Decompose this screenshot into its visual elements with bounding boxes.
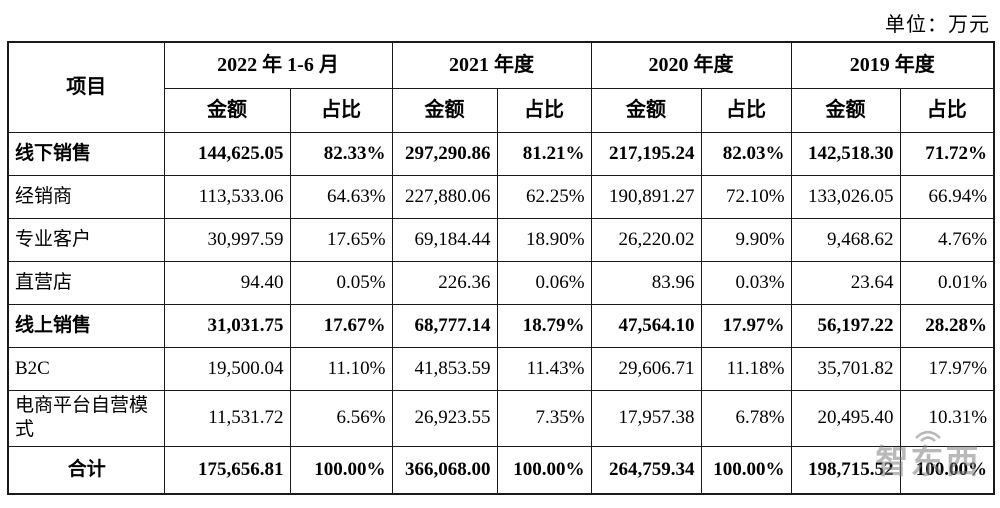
ratio-cell: 82.33% bbox=[289, 131, 393, 176]
amount-cell: 175,656.81 bbox=[163, 445, 291, 495]
ratio-cell: 10.31% bbox=[899, 389, 995, 447]
ratio-cell: 66.94% bbox=[899, 174, 995, 219]
ratio-cell: 17.67% bbox=[289, 303, 393, 348]
table-row-professional-clients: 专业客户 30,997.59 17.65% 69,184.44 18.90% 2… bbox=[7, 217, 995, 262]
unit-label: 单位：万元 bbox=[885, 14, 990, 36]
ratio-cell: 17.97% bbox=[899, 346, 995, 391]
amount-cell: 20,495.40 bbox=[790, 389, 901, 447]
amount-cell: 217,195.24 bbox=[590, 131, 702, 176]
amount-cell: 264,759.34 bbox=[590, 445, 702, 495]
ratio-cell: 0.03% bbox=[700, 260, 792, 305]
table-row-distributors: 经销商 113,533.06 64.63% 227,880.06 62.25% … bbox=[7, 174, 995, 219]
ratio-cell: 100.00% bbox=[700, 445, 792, 495]
amount-cell: 26,220.02 bbox=[590, 217, 702, 262]
amount-cell: 226.36 bbox=[391, 260, 498, 305]
ratio-cell: 4.76% bbox=[899, 217, 995, 262]
amount-cell: 144,625.05 bbox=[163, 131, 291, 176]
header-row-subcolumns: 金额 占比 金额 占比 金额 占比 金额 占比 bbox=[8, 87, 995, 133]
ratio-cell: 28.28% bbox=[899, 303, 995, 348]
corner-header-item: 项目 bbox=[7, 41, 165, 133]
amount-cell: 142,518.30 bbox=[790, 131, 901, 176]
ratio-cell: 0.06% bbox=[496, 260, 592, 305]
ratio-cell: 9.90% bbox=[700, 217, 792, 262]
header-row-years: 项目 2022 年 1-6 月 2021 年度 2020 年度 2019 年度 bbox=[7, 41, 995, 133]
amount-cell: 69,184.44 bbox=[391, 217, 498, 262]
ratio-cell: 100.00% bbox=[289, 445, 393, 495]
amount-cell: 297,290.86 bbox=[391, 131, 498, 176]
ratio-cell: 18.79% bbox=[496, 303, 592, 348]
column-header-2021: 2021 年度 bbox=[391, 41, 592, 89]
amount-cell: 41,853.59 bbox=[391, 346, 498, 391]
table-row-online-sales: 线上销售 31,031.75 17.67% 68,777.14 18.79% 4… bbox=[7, 303, 995, 348]
amount-cell: 26,923.55 bbox=[391, 389, 498, 447]
row-label: 合计 bbox=[7, 445, 165, 495]
row-label: 直营店 bbox=[7, 260, 165, 305]
ratio-cell: 11.18% bbox=[700, 346, 792, 391]
row-label: 线下销售 bbox=[7, 131, 165, 176]
amount-cell: 19,500.04 bbox=[163, 346, 291, 391]
table-row-ecommerce-self-operated: 电商平台自营模式 11,531.72 6.56% 26,923.55 7.35%… bbox=[7, 389, 995, 447]
row-label: 专业客户 bbox=[7, 217, 165, 262]
ratio-cell: 0.01% bbox=[899, 260, 995, 305]
ratio-cell: 7.35% bbox=[496, 389, 592, 447]
column-header-2020: 2020 年度 bbox=[590, 41, 792, 89]
table-row-direct-stores: 直营店 94.40 0.05% 226.36 0.06% 83.96 0.03%… bbox=[7, 260, 995, 305]
subheader-ratio-2020: 占比 bbox=[700, 87, 792, 133]
subheader-amount-2019: 金额 bbox=[790, 87, 901, 133]
row-label: 线上销售 bbox=[7, 303, 165, 348]
table-row-b2c: B2C 19,500.04 11.10% 41,853.59 11.43% 29… bbox=[7, 346, 995, 391]
amount-cell: 227,880.06 bbox=[391, 174, 498, 219]
ratio-cell: 17.97% bbox=[700, 303, 792, 348]
amount-cell: 30,997.59 bbox=[163, 217, 291, 262]
ratio-cell: 100.00% bbox=[496, 445, 592, 495]
ratio-cell: 6.56% bbox=[289, 389, 393, 447]
amount-cell: 198,715.52 bbox=[790, 445, 901, 495]
amount-cell: 83.96 bbox=[590, 260, 702, 305]
amount-cell: 94.40 bbox=[163, 260, 291, 305]
column-header-2019: 2019 年度 bbox=[790, 41, 995, 89]
amount-cell: 133,026.05 bbox=[790, 174, 901, 219]
subheader-amount-2021: 金额 bbox=[391, 87, 498, 133]
ratio-cell: 72.10% bbox=[700, 174, 792, 219]
amount-cell: 56,197.22 bbox=[790, 303, 901, 348]
ratio-cell: 81.21% bbox=[496, 131, 592, 176]
ratio-cell: 11.43% bbox=[496, 346, 592, 391]
ratio-cell: 71.72% bbox=[899, 131, 995, 176]
row-label: B2C bbox=[7, 346, 165, 391]
table-row-total: 合计 175,656.81 100.00% 366,068.00 100.00%… bbox=[7, 445, 995, 495]
amount-cell: 47,564.10 bbox=[590, 303, 702, 348]
subheader-amount-2022: 金额 bbox=[163, 87, 291, 133]
row-label: 电商平台自营模式 bbox=[7, 389, 165, 447]
amount-cell: 23.64 bbox=[790, 260, 901, 305]
ratio-cell: 0.05% bbox=[289, 260, 393, 305]
ratio-cell: 64.63% bbox=[289, 174, 393, 219]
sales-breakdown-table: 项目 2022 年 1-6 月 2021 年度 2020 年度 2019 年度 … bbox=[7, 41, 996, 495]
ratio-cell: 100.00% bbox=[899, 445, 995, 495]
row-label: 经销商 bbox=[7, 174, 165, 219]
subheader-ratio-2021: 占比 bbox=[496, 87, 592, 133]
amount-cell: 366,068.00 bbox=[391, 445, 498, 495]
amount-cell: 17,957.38 bbox=[590, 389, 702, 447]
subheader-amount-2020: 金额 bbox=[590, 87, 702, 133]
ratio-cell: 11.10% bbox=[289, 346, 393, 391]
ratio-cell: 62.25% bbox=[496, 174, 592, 219]
amount-cell: 11,531.72 bbox=[163, 389, 291, 447]
subheader-ratio-2019: 占比 bbox=[899, 87, 995, 133]
amount-cell: 35,701.82 bbox=[790, 346, 901, 391]
amount-cell: 113,533.06 bbox=[163, 174, 291, 219]
column-header-2022: 2022 年 1-6 月 bbox=[163, 41, 393, 89]
amount-cell: 68,777.14 bbox=[391, 303, 498, 348]
amount-cell: 190,891.27 bbox=[590, 174, 702, 219]
subheader-ratio-2022: 占比 bbox=[289, 87, 393, 133]
amount-cell: 29,606.71 bbox=[590, 346, 702, 391]
ratio-cell: 18.90% bbox=[496, 217, 592, 262]
amount-cell: 9,468.62 bbox=[790, 217, 901, 262]
table-row-offline-sales: 线下销售 144,625.05 82.33% 297,290.86 81.21%… bbox=[7, 131, 995, 176]
ratio-cell: 17.65% bbox=[289, 217, 393, 262]
ratio-cell: 82.03% bbox=[700, 131, 792, 176]
amount-cell: 31,031.75 bbox=[163, 303, 291, 348]
ratio-cell: 6.78% bbox=[700, 389, 792, 447]
